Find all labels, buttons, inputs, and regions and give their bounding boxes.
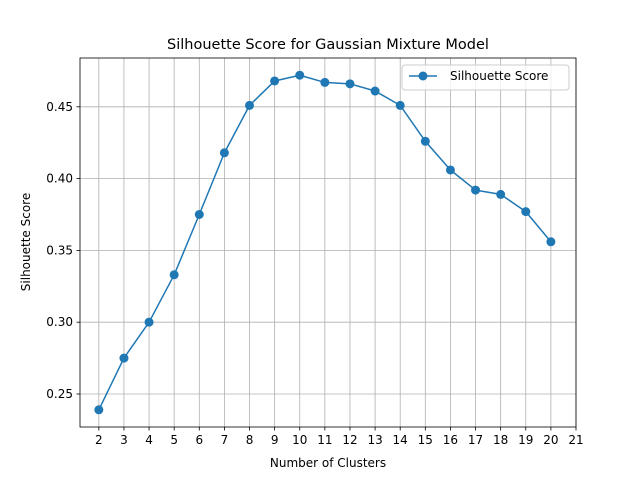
x-tick-label: 4 [145,433,153,447]
legend: Silhouette Score [401,64,570,91]
x-tick-label: 11 [317,433,332,447]
data-point [295,70,305,80]
x-tick-label: 18 [493,433,508,447]
x-tick-label: 16 [443,433,458,447]
data-point [521,207,531,217]
data-point [194,210,204,220]
plot-frame [79,57,577,428]
x-axis-label: Number of Clusters [270,456,386,470]
series-layer [94,70,556,415]
data-point [395,100,405,110]
legend-label: Silhouette Score [450,69,548,83]
legend-marker-swatch [418,71,428,81]
x-tick-label: 15 [418,433,433,447]
data-point [144,317,154,327]
x-tick-label: 8 [246,433,254,447]
x-tick-label: 6 [195,433,203,447]
x-tick-label: 14 [393,433,408,447]
x-tick-label: 10 [292,433,307,447]
y-tick-label: 0.30 [46,315,73,329]
y-axis-ticks: 0.25 0.30 0.35 0.40 0.45 [46,100,80,401]
y-tick-label: 0.40 [46,172,73,186]
data-point [119,353,129,363]
data-point [219,148,229,158]
data-point [370,86,380,96]
data-point [245,100,255,110]
x-tick-label: 17 [468,433,483,447]
x-tick-label: 7 [221,433,229,447]
x-tick-label: 12 [342,433,357,447]
y-axis-label: Silhouette Score [19,193,33,291]
data-point [546,237,556,247]
y-tick-label: 0.35 [46,243,73,257]
data-point [94,405,104,415]
data-point [445,165,455,175]
y-tick-label: 0.45 [46,100,73,114]
grid-lines [80,58,577,427]
x-tick-label: 2 [95,433,103,447]
data-point [320,77,330,87]
x-tick-label: 20 [543,433,558,447]
x-tick-label: 3 [120,433,128,447]
x-tick-label: 19 [518,433,533,447]
y-tick-label: 0.25 [46,387,73,401]
x-tick-label: 21 [568,433,583,447]
data-point [496,189,506,199]
x-axis-ticks: 2 3 4 5 6 7 8 9 10 11 12 13 14 15 16 17 18 19 20 21 [95,427,584,447]
legend-box [401,64,570,91]
data-point [345,79,355,89]
x-tick-label: 5 [170,433,178,447]
data-point [169,270,179,280]
data-point [270,76,280,86]
x-tick-label: 13 [367,433,382,447]
x-tick-label: 9 [271,433,279,447]
data-point [420,136,430,146]
chart-title: Silhouette Score for Gaussian Mixture Mo… [167,37,489,53]
data-point [471,185,481,195]
